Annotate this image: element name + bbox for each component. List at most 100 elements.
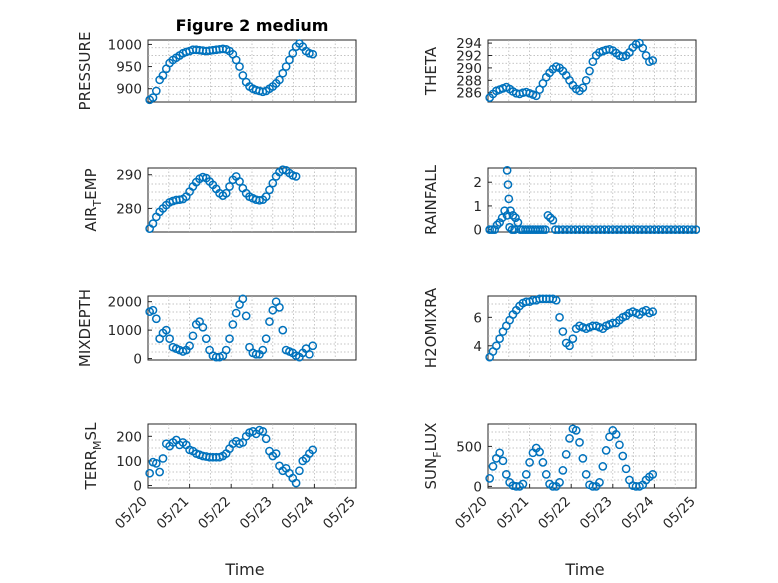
y-tick-label: 2 (473, 175, 482, 191)
y-tick-label: 6 (473, 310, 482, 326)
y-tick-label: 0 (133, 352, 142, 368)
data-point (235, 62, 244, 71)
data-point (595, 478, 604, 487)
data-point (238, 294, 248, 304)
x-tick-label: 05/24 (618, 494, 657, 533)
y-tick-label: 288 (456, 73, 482, 89)
y-tick-label: 286 (456, 86, 482, 102)
data-point (601, 446, 611, 455)
data-point (666, 225, 676, 234)
data-point (275, 75, 284, 85)
data-point (565, 341, 574, 351)
data-point (541, 470, 551, 479)
data-point (145, 468, 155, 478)
data-point (158, 71, 168, 80)
subplot-8: 0 500 05/20 05/21 05/22 05/23 05/24 05/25 SUNFLU… (422, 423, 699, 579)
data-point (615, 440, 624, 450)
data-point (198, 322, 208, 332)
x-tick-label: 05/23 (577, 494, 616, 533)
data-point (633, 225, 643, 234)
data-point (278, 325, 288, 335)
data-point (500, 206, 509, 216)
y-tick-label: 292 (456, 49, 482, 65)
data-point (501, 470, 511, 479)
data-point (221, 345, 231, 355)
data-point (687, 225, 697, 234)
data-point (600, 225, 609, 234)
data-point (548, 215, 558, 225)
y-tick-label: 900 (116, 82, 142, 98)
data-point (620, 225, 630, 234)
series-markers (145, 165, 301, 233)
data-point (621, 464, 631, 474)
data-point (490, 225, 500, 234)
data-point (675, 225, 684, 234)
data-point (158, 454, 168, 463)
data-point (588, 482, 598, 491)
data-point (521, 470, 531, 479)
data-point (485, 225, 495, 234)
data-point (581, 75, 591, 85)
x-tick-label: 05/24 (278, 494, 317, 533)
data-point (507, 225, 517, 234)
data-point (568, 334, 578, 344)
data-point (151, 86, 161, 96)
data-point (308, 49, 318, 59)
data-point (508, 211, 518, 220)
x-tick-label: 05/20 (112, 494, 151, 533)
data-point (538, 225, 548, 234)
data-point (625, 225, 634, 234)
data-point (571, 426, 581, 435)
data-point (670, 225, 680, 234)
data-point (654, 225, 663, 234)
x-tick-label: 05/25 (660, 494, 699, 533)
data-point (645, 225, 655, 234)
y-axis-label: RAINFALL (422, 164, 440, 235)
x-axis-label: Time (564, 560, 604, 579)
data-point (648, 470, 658, 479)
data-point (148, 93, 158, 102)
data-point (235, 177, 244, 186)
data-point (679, 225, 688, 234)
x-tick-label: 05/21 (494, 494, 533, 533)
data-point (558, 466, 568, 475)
data-point (261, 334, 271, 344)
data-point (495, 218, 504, 227)
y-axis-label: MIXDEPTH (76, 289, 94, 367)
y-tick-label: 500 (456, 439, 482, 455)
y-tick-label: 1000 (108, 37, 142, 53)
subplot-4: 0 1 2 RAINFALL (422, 164, 700, 239)
data-point (491, 341, 501, 351)
data-point (616, 225, 626, 234)
data-point (288, 48, 298, 58)
data-point (503, 180, 513, 189)
data-point (278, 68, 288, 78)
x-tick-label: 05/20 (452, 494, 491, 533)
data-point (201, 334, 211, 344)
x-tick-label: 05/22 (535, 494, 574, 533)
y-tick-label: 294 (456, 36, 482, 52)
data-point (255, 195, 264, 205)
data-point (155, 467, 164, 477)
subplot-1: 900 950 1000 PRESSURE Figure 2 medium (76, 16, 357, 110)
data-point (604, 225, 613, 234)
data-point (488, 462, 498, 471)
x-tick-label: 05/21 (154, 494, 193, 533)
data-point (535, 447, 544, 457)
data-point (638, 43, 648, 53)
data-point (641, 225, 651, 234)
data-point (555, 312, 564, 322)
y-tick-label: 0 (133, 479, 142, 495)
data-point (225, 182, 234, 191)
data-point (161, 325, 171, 335)
y-tick-label: 100 (116, 454, 142, 470)
data-point (231, 55, 241, 65)
data-point (583, 225, 593, 234)
data-point (495, 334, 504, 344)
data-point (562, 225, 572, 234)
data-point (536, 225, 545, 234)
data-point (487, 225, 497, 234)
y-axis-label: H2OMIXRA (422, 287, 440, 368)
